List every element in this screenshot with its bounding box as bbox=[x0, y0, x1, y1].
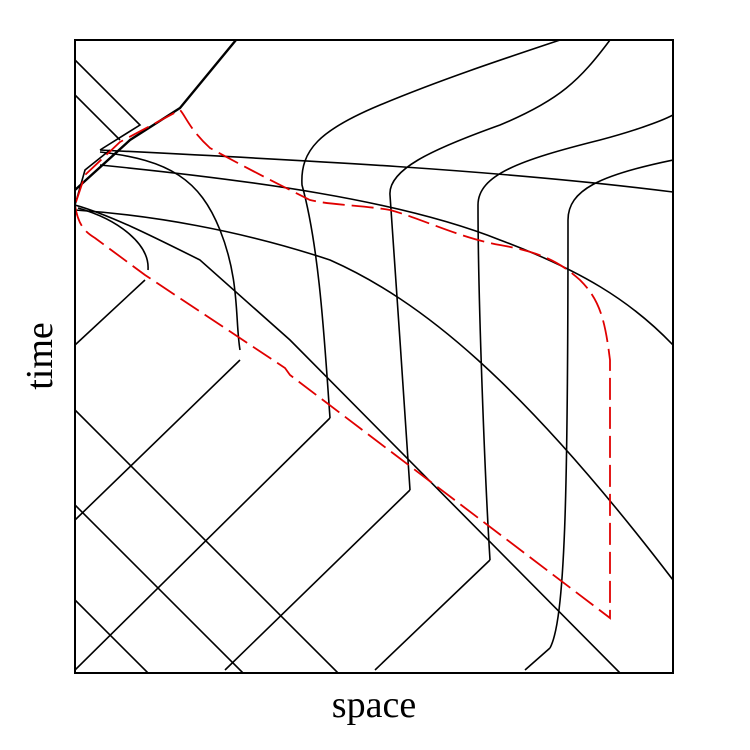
characteristic bbox=[99, 149, 673, 193]
characteristic bbox=[75, 409, 339, 673]
x-axis-label: space bbox=[332, 684, 416, 726]
characteristic bbox=[75, 40, 237, 191]
y-axis-label: time bbox=[19, 322, 61, 390]
characteristic bbox=[224, 489, 411, 671]
characteristics bbox=[75, 40, 673, 673]
contact-curve bbox=[99, 151, 241, 351]
characteristic bbox=[75, 599, 149, 673]
characteristic bbox=[75, 359, 241, 521]
characteristic bbox=[75, 504, 244, 673]
frame bbox=[74, 39, 674, 674]
characteristic bbox=[75, 204, 621, 673]
characteristic bbox=[75, 59, 142, 151]
contact-curve bbox=[389, 40, 611, 491]
characteristic bbox=[524, 647, 551, 671]
contact-curve bbox=[301, 40, 561, 419]
contact-curve bbox=[549, 159, 673, 649]
contact-curve bbox=[77, 207, 149, 271]
characteristic bbox=[75, 417, 331, 671]
contact-curve bbox=[477, 114, 673, 561]
characteristic bbox=[75, 149, 111, 206]
region-boundary bbox=[75, 108, 611, 620]
characteristic bbox=[374, 559, 491, 671]
characteristic bbox=[75, 279, 146, 346]
characteristic bbox=[75, 94, 121, 141]
characteristic bbox=[75, 209, 673, 581]
characteristic bbox=[99, 164, 673, 346]
